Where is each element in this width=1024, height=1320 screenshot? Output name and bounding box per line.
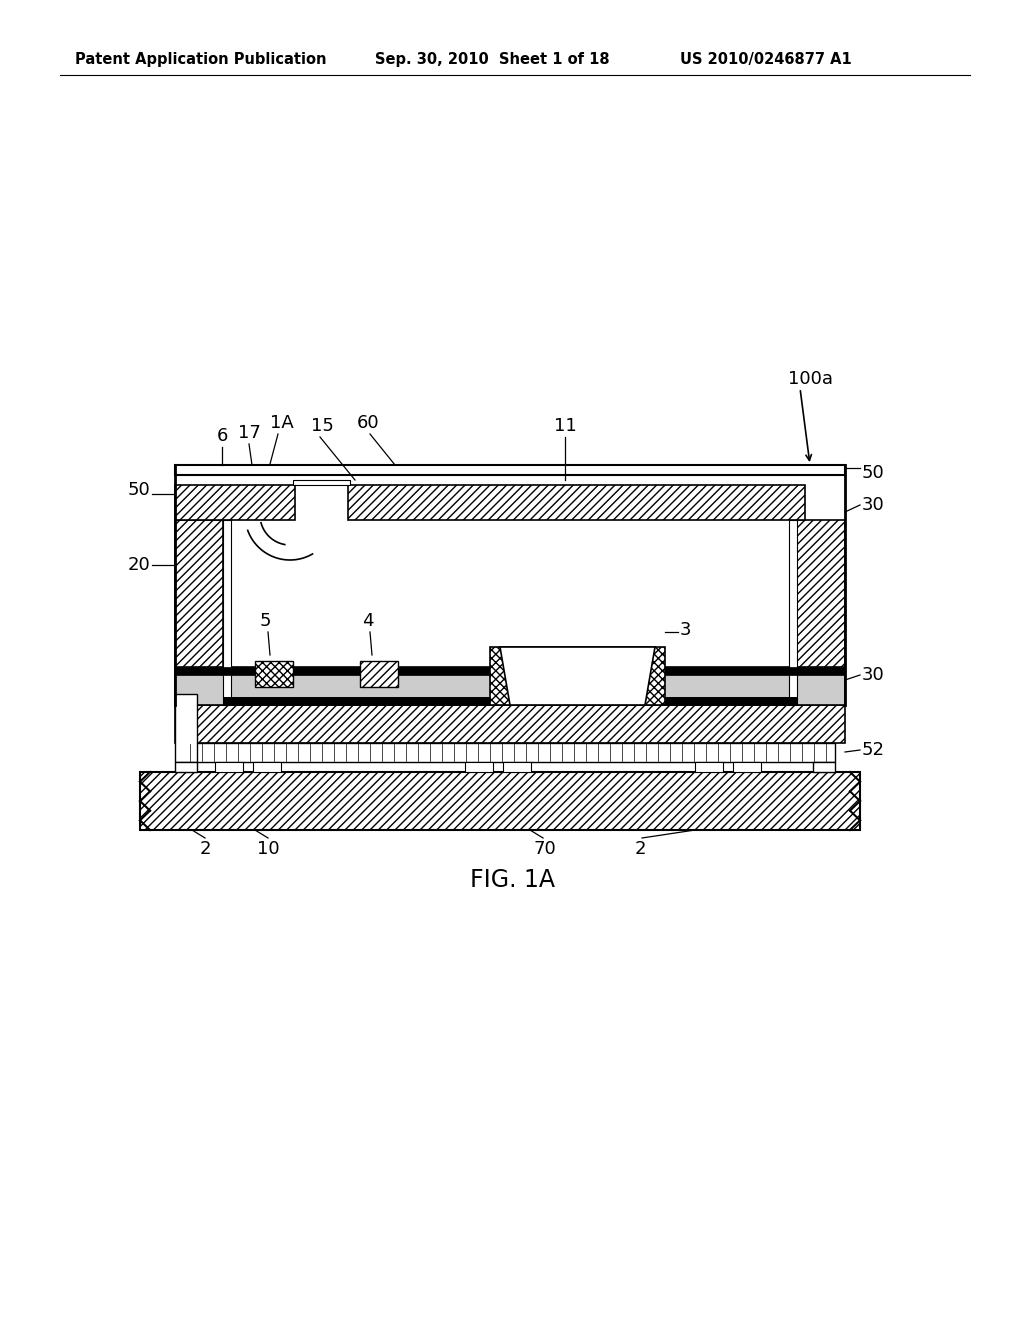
Text: 3: 3: [680, 620, 691, 639]
Bar: [223, 697, 797, 705]
Bar: [215, 762, 243, 772]
Text: 60: 60: [356, 414, 379, 432]
Bar: [223, 520, 231, 705]
Text: 4: 4: [362, 612, 374, 630]
Text: Patent Application Publication: Patent Application Publication: [75, 51, 327, 67]
Text: 100a: 100a: [788, 370, 833, 388]
Text: 15: 15: [310, 417, 334, 436]
Bar: [790, 520, 797, 705]
Text: 52: 52: [862, 741, 885, 759]
Bar: [175, 705, 845, 743]
Bar: [490, 647, 665, 705]
Bar: [465, 762, 493, 772]
Text: 2: 2: [200, 840, 211, 858]
Text: 11: 11: [554, 417, 577, 436]
Bar: [695, 762, 723, 772]
Text: 20: 20: [127, 556, 150, 574]
Bar: [293, 480, 350, 484]
Bar: [175, 484, 295, 520]
Text: US 2010/0246877 A1: US 2010/0246877 A1: [680, 51, 852, 67]
Bar: [175, 762, 197, 772]
Bar: [348, 484, 805, 520]
Bar: [733, 762, 761, 772]
Text: 6: 6: [216, 426, 227, 445]
Bar: [797, 520, 845, 705]
Text: 5: 5: [259, 612, 270, 630]
Text: 30: 30: [862, 667, 885, 684]
Bar: [503, 762, 531, 772]
Bar: [223, 697, 797, 705]
Text: 30: 30: [862, 496, 885, 513]
Bar: [175, 520, 223, 705]
Text: 1A: 1A: [270, 414, 294, 432]
Bar: [175, 465, 845, 475]
Bar: [255, 661, 293, 686]
Text: 17: 17: [238, 424, 260, 442]
Text: 10: 10: [257, 840, 280, 858]
Bar: [360, 661, 398, 686]
Text: Sep. 30, 2010  Sheet 1 of 18: Sep. 30, 2010 Sheet 1 of 18: [375, 51, 609, 67]
Bar: [813, 762, 835, 772]
Bar: [253, 762, 281, 772]
Text: 50: 50: [862, 465, 885, 482]
Bar: [175, 667, 845, 675]
Bar: [185, 743, 835, 762]
Text: 70: 70: [534, 840, 556, 858]
Bar: [140, 772, 860, 830]
Polygon shape: [500, 647, 655, 705]
Bar: [175, 694, 197, 762]
Text: 2: 2: [634, 840, 646, 858]
Text: 50: 50: [127, 480, 150, 499]
Bar: [175, 667, 845, 705]
Text: FIG. 1A: FIG. 1A: [469, 869, 555, 892]
